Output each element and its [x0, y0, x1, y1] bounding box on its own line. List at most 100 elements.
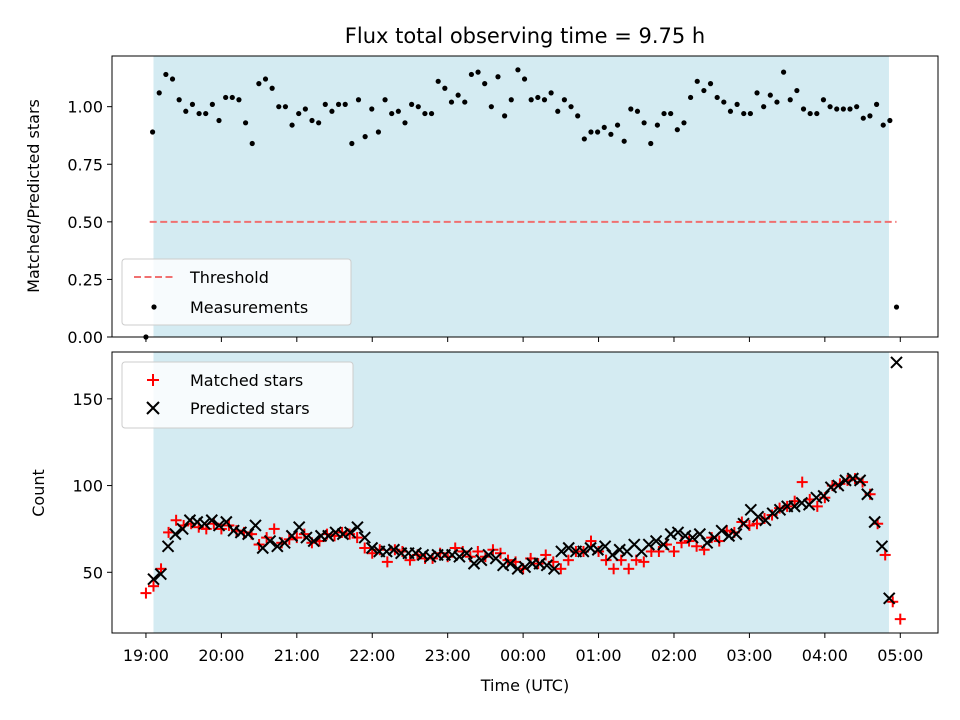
measurement-point: [316, 120, 322, 126]
matched-star-point: [796, 476, 808, 488]
predicted-star-point: [300, 531, 313, 544]
top-y-tick-label: 0.00: [67, 328, 103, 347]
measurement-point: [528, 97, 534, 103]
measurement-point: [502, 113, 508, 119]
predicted-star-point: [737, 517, 750, 530]
measurement-point: [242, 120, 249, 126]
predicted-star-point: [518, 560, 532, 574]
measurement-point: [296, 110, 302, 117]
measurement-point: [887, 117, 893, 124]
bottom-y-ticks: 50 100 150: [72, 390, 112, 582]
measurement-point: [302, 106, 308, 112]
measurement-points: [143, 67, 900, 340]
predicted-star-point: [380, 545, 393, 558]
measurement-point: [741, 110, 747, 117]
top-y-tick-label: 1.00: [67, 98, 103, 117]
matched-star-point: [668, 545, 680, 557]
measurement-point: [561, 97, 568, 103]
predicted-star-point: [686, 531, 699, 544]
predicted-star-point: [671, 526, 685, 539]
measurement-point: [262, 76, 269, 82]
x-axis-label: Time (UTC): [480, 676, 569, 695]
x-tick-label: 23:00: [425, 646, 471, 665]
measurement-point: [628, 106, 634, 112]
measurement-point: [521, 76, 528, 82]
measurement-point: [588, 129, 594, 135]
measurements-legend-label: Measurements: [190, 298, 308, 317]
matched-star-point: [562, 554, 574, 566]
bottom-legend-box: [121, 361, 354, 429]
measurement-point: [455, 92, 461, 98]
bottom-axes-frame: [111, 351, 939, 634]
measurement-point: [807, 110, 813, 117]
top-y-tick-label: 0.25: [67, 270, 103, 289]
measurement-point: [608, 131, 614, 137]
x-tick-label: 05:00: [877, 646, 923, 665]
predicted-star-point: [161, 540, 175, 553]
predicted-star-point: [649, 534, 663, 548]
measurement-point: [249, 140, 255, 147]
measurement-point: [674, 127, 680, 133]
measurement-point: [196, 110, 202, 117]
measurement-point: [216, 117, 222, 124]
measurement-point: [289, 122, 295, 128]
top-axes-frame: [111, 55, 939, 338]
predicted-star-point: [577, 545, 590, 558]
measurement-point: [555, 108, 561, 114]
measurement-point: [840, 106, 846, 112]
predicted-star-point: [715, 524, 728, 537]
measurement-point: [475, 69, 481, 75]
chart-title: Flux total observing time = 9.75 h: [345, 24, 705, 48]
measurement-point: [409, 101, 415, 107]
measurement-point: [189, 101, 196, 107]
predicted-star-point: [883, 592, 896, 605]
predicted-star-point: [810, 491, 823, 504]
measurement-point: [688, 94, 694, 101]
measurement-point: [641, 120, 647, 126]
predicted-star-point: [416, 548, 430, 562]
measurement-point: [448, 99, 455, 105]
measurement-point: [780, 69, 787, 75]
predicted-star-point: [613, 543, 626, 556]
measurement-point: [654, 122, 660, 128]
measurement-point: [794, 87, 800, 94]
measurement-point: [767, 92, 773, 98]
predicted-star-point: [839, 474, 852, 487]
matched-star-point: [638, 556, 650, 568]
measurement-point: [668, 110, 674, 117]
predicted-star-point: [504, 557, 517, 570]
measurement-point: [282, 104, 289, 110]
measurement-point: [269, 85, 275, 91]
predicted-star-point: [343, 526, 357, 539]
top-y-ticks: 0.00 0.25 0.50 0.75 1.00: [67, 98, 112, 347]
predicted-star-point: [292, 520, 306, 534]
measurement-point: [322, 101, 328, 107]
measurement-point: [422, 110, 428, 117]
measurement-point: [468, 71, 475, 78]
measurement-point: [236, 97, 242, 103]
predicted-star-point: [205, 514, 218, 527]
measurement-point: [169, 76, 176, 82]
predicted-star-point: [467, 557, 481, 570]
predicted-star-point: [424, 550, 437, 563]
measurement-point: [694, 78, 700, 84]
measurement-point: [648, 140, 654, 147]
measurement-point: [442, 85, 448, 91]
measurement-point: [601, 124, 607, 131]
measurement-point: [535, 94, 541, 101]
predicted-star-point: [875, 540, 889, 553]
measurement-point: [369, 106, 375, 112]
matched-star-point: [894, 613, 906, 625]
measurement-point: [149, 129, 156, 135]
matched-star-point: [600, 554, 612, 566]
measurement-point: [488, 104, 494, 110]
matched-star-point: [351, 532, 363, 544]
measurement-point: [867, 113, 873, 119]
threshold-legend-label: Threshold: [189, 268, 269, 287]
bottom-y-tick-label: 100: [72, 477, 103, 496]
measurement-point: [834, 106, 840, 112]
measurement-point: [661, 110, 667, 117]
predicted-star-point: [263, 534, 277, 548]
predicted-star-point: [329, 526, 342, 539]
